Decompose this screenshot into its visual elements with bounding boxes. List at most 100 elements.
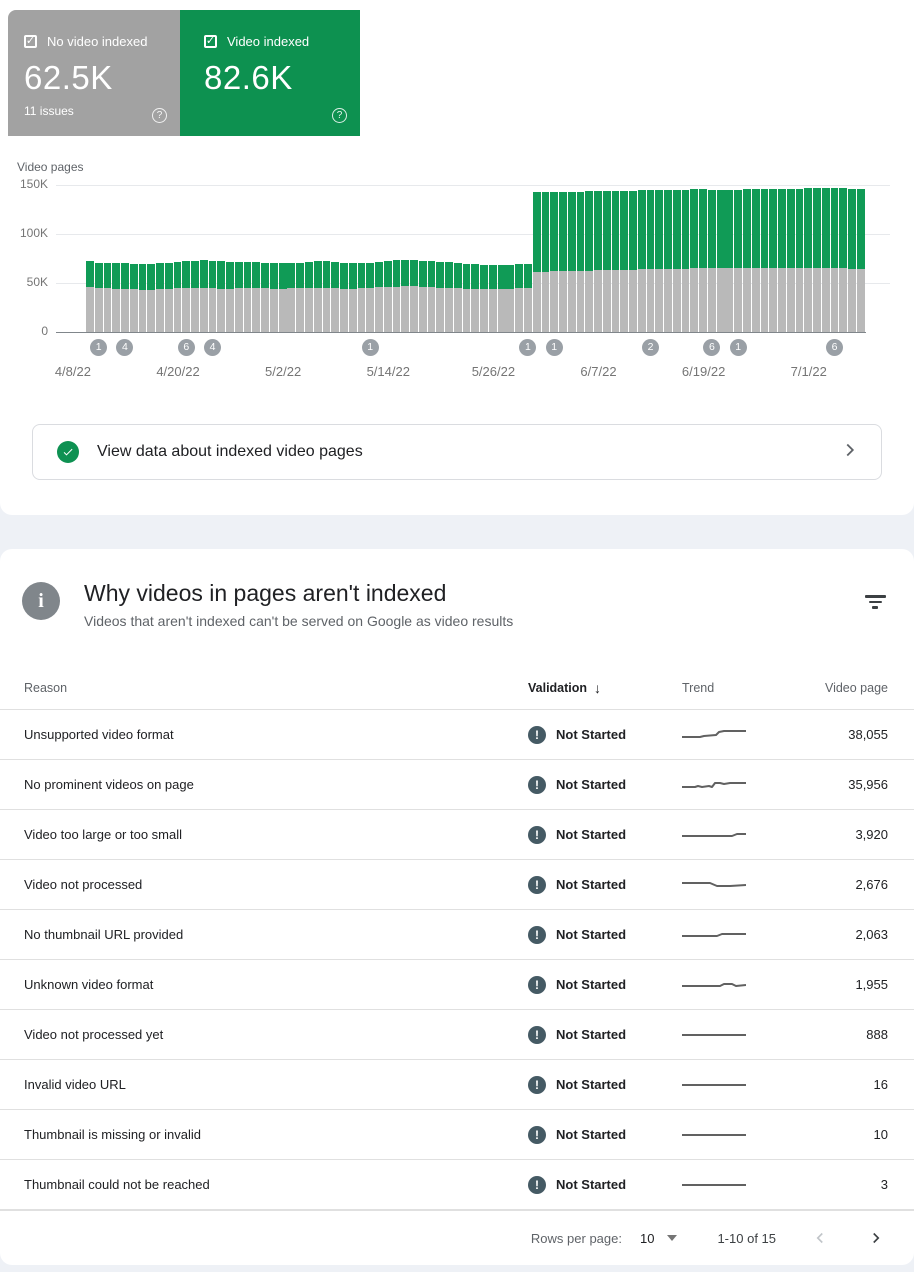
bar-not-indexed[interactable] [778,268,786,332]
bar-indexed[interactable] [515,264,524,289]
bar-not-indexed[interactable] [506,288,515,332]
bar-not-indexed[interactable] [208,288,217,332]
bar-indexed[interactable] [199,260,208,288]
bar-not-indexed[interactable] [121,288,129,332]
bar-indexed[interactable] [541,191,550,272]
bar-indexed[interactable] [699,189,707,269]
bar-not-indexed[interactable] [576,270,585,332]
bar-indexed[interactable] [129,263,138,290]
bar-not-indexed[interactable] [410,286,418,332]
bar-indexed[interactable] [559,191,567,272]
bar-indexed[interactable] [769,188,778,269]
bar-indexed[interactable] [112,263,121,289]
bar-indexed[interactable] [760,188,769,269]
bar-indexed[interactable] [707,189,716,269]
chart-annotation-marker[interactable]: 4 [116,339,134,356]
bar-indexed[interactable] [331,261,340,289]
bar-indexed[interactable] [839,188,848,269]
bar-not-indexed[interactable] [252,287,261,332]
bar-indexed[interactable] [243,261,252,288]
bar-indexed[interactable] [208,260,217,289]
bar-indexed[interactable] [550,191,559,272]
bar-not-indexed[interactable] [646,269,655,332]
table-row[interactable]: Thumbnail could not be reached ! Not Sta… [0,1160,914,1210]
table-row[interactable]: Video too large or too small ! Not Start… [0,810,914,860]
bar-not-indexed[interactable] [664,269,672,332]
bar-not-indexed[interactable] [94,287,103,332]
bar-not-indexed[interactable] [357,288,366,332]
bar-indexed[interactable] [86,261,94,287]
table-row[interactable]: Thumbnail is missing or invalid ! Not St… [0,1110,914,1160]
bar-not-indexed[interactable] [462,288,471,332]
bar-indexed[interactable] [340,262,348,289]
table-row[interactable]: Unknown video format ! Not Started 1,955 [0,960,914,1010]
chart-annotation-marker[interactable]: 6 [703,339,721,356]
bar-indexed[interactable] [252,262,261,288]
bar-indexed[interactable] [392,260,401,287]
bar-indexed[interactable] [778,189,786,269]
bar-indexed[interactable] [313,261,322,288]
bar-not-indexed[interactable] [392,286,401,332]
bar-not-indexed[interactable] [751,268,760,332]
bar-indexed[interactable] [672,189,681,269]
chart-annotation-marker[interactable]: 1 [729,339,747,356]
bar-not-indexed[interactable] [103,288,112,332]
video-pages-chart[interactable]: Video pages 0 50K 100K 150K 1 4 6 4 1 1 1 2 6 1 6 4/8/2… [0,158,914,398]
bar-not-indexed[interactable] [296,288,305,332]
bar-indexed[interactable] [164,262,173,289]
bar-not-indexed[interactable] [243,287,252,332]
bar-not-indexed[interactable] [839,268,848,332]
bar-indexed[interactable] [786,189,795,269]
bar-indexed[interactable] [655,189,664,270]
bar-indexed[interactable] [366,262,375,288]
table-row[interactable]: No thumbnail URL provided ! Not Started … [0,910,914,960]
bar-not-indexed[interactable] [524,288,532,332]
bar-not-indexed[interactable] [725,268,734,332]
bar-indexed[interactable] [821,187,830,268]
bar-not-indexed[interactable] [480,288,488,332]
bar-indexed[interactable] [418,260,427,287]
bar-not-indexed[interactable] [112,288,121,332]
bar-not-indexed[interactable] [672,268,681,332]
table-row[interactable]: Unsupported video format ! Not Started 3… [0,710,914,760]
table-row[interactable]: No prominent videos on page ! Not Starte… [0,760,914,810]
bar-indexed[interactable] [506,264,515,289]
bar-indexed[interactable] [594,190,602,271]
view-indexed-data-banner[interactable]: View data about indexed video pages [32,424,882,480]
bar-not-indexed[interactable] [138,289,147,332]
rows-per-page-value[interactable]: 10 [639,1230,655,1246]
bar-not-indexed[interactable] [734,268,743,332]
column-header-validation-sort[interactable]: Validation ↓ [500,680,650,696]
next-page-button[interactable] [864,1226,888,1250]
bar-not-indexed[interactable] [707,268,716,332]
bar-not-indexed[interactable] [313,287,322,332]
bar-not-indexed[interactable] [830,268,839,332]
bar-not-indexed[interactable] [488,289,497,332]
bar-indexed[interactable] [524,263,532,289]
bar-not-indexed[interactable] [602,270,611,332]
bar-not-indexed[interactable] [129,289,138,332]
bar-not-indexed[interactable] [173,288,182,332]
bar-not-indexed[interactable] [331,288,340,332]
bar-indexed[interactable] [646,189,655,270]
bar-indexed[interactable] [567,191,576,272]
bar-not-indexed[interactable] [813,267,821,332]
bar-not-indexed[interactable] [620,269,629,332]
bar-indexed[interactable] [121,263,129,289]
bar-indexed[interactable] [322,261,331,288]
bar-not-indexed[interactable] [427,287,436,332]
bar-not-indexed[interactable] [199,287,208,332]
rows-per-page-dropdown-icon[interactable] [667,1235,678,1241]
bar-not-indexed[interactable] [559,271,567,332]
bar-not-indexed[interactable] [305,287,313,332]
bar-indexed[interactable] [147,264,156,290]
previous-page-button[interactable] [808,1226,832,1250]
bar-not-indexed[interactable] [515,288,524,332]
table-row[interactable]: Video not processed ! Not Started 2,676 [0,860,914,910]
bar-indexed[interactable] [576,191,585,271]
bar-indexed[interactable] [226,262,234,289]
bar-indexed[interactable] [217,261,226,289]
bar-not-indexed[interactable] [497,289,506,332]
table-row[interactable]: Invalid video URL ! Not Started 16 [0,1060,914,1110]
bar-not-indexed[interactable] [322,287,331,332]
